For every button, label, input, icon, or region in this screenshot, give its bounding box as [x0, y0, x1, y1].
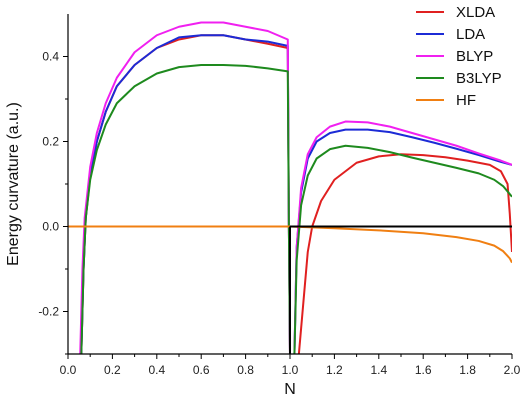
plot-area: [68, 21, 512, 354]
x-tick-label: 2.0: [504, 363, 520, 377]
y-tick-label: -0.2: [38, 305, 59, 319]
series-line-b3lyp-1: [80, 64, 291, 354]
axes: 0.0 0.2 0.4 0.6 0.8 1.0 1.2 1.4 1.6 1.8 2.0 -0.2 0.0…: [38, 14, 520, 377]
series-line-blyp-2: [293, 120, 512, 354]
x-tick-label: 1.8: [459, 363, 476, 377]
legend-label-blyp: BLYP: [456, 48, 493, 65]
x-tick-label: 0.6: [193, 363, 210, 377]
x-tick-label: 1.2: [326, 363, 343, 377]
x-tick-label: 0.8: [237, 363, 254, 377]
x-tick-label: 1.0: [282, 363, 299, 377]
y-tick-label: 0.0: [42, 220, 59, 234]
y-tick-label: 0.4: [42, 50, 59, 64]
series-line-xlda-2: [297, 153, 512, 354]
x-tick-label: 1.4: [370, 363, 387, 377]
legend-label-b3lyp: B3LYP: [456, 70, 502, 87]
x-tick-label: 0.0: [60, 363, 77, 377]
x-tick-label: 0.2: [104, 363, 121, 377]
series-line-blyp-1: [79, 21, 291, 354]
series-line-xlda-1: [80, 34, 291, 354]
legend-label-lda: LDA: [456, 26, 485, 43]
legend-label-hf: HF: [456, 92, 476, 109]
x-axis-label: N: [284, 381, 296, 398]
series-line-b3lyp-2: [293, 144, 512, 354]
y-tick-label: 0.2: [42, 135, 59, 149]
x-tick-label: 0.4: [148, 363, 165, 377]
x-tick-label: 1.6: [415, 363, 432, 377]
legend: XLDA LDA BLYP B3LYP HF: [416, 4, 502, 109]
series-line-lda-1: [80, 34, 291, 354]
y-axis-label: Energy curvature (a.u.): [5, 102, 22, 266]
legend-label-xlda: XLDA: [456, 4, 495, 21]
